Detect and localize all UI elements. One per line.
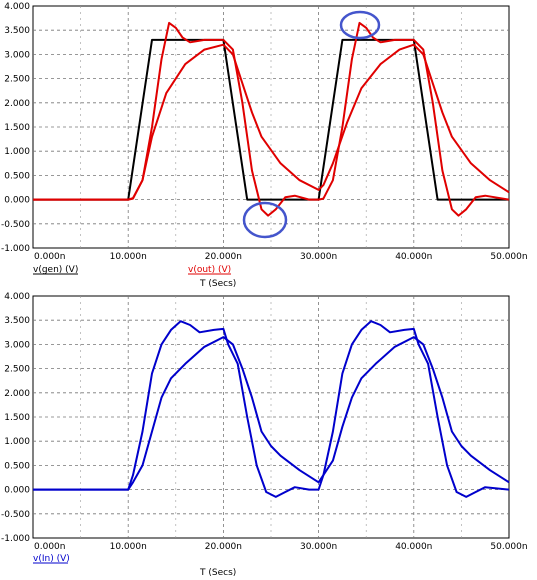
y-tick-label: 1.500: [4, 413, 30, 423]
y-tick-label: 2.500: [4, 365, 30, 375]
x-tick-label: 20.000n: [205, 252, 242, 262]
legend-vin: v(In) (V): [33, 554, 70, 564]
series-line-v-in-v--0: [33, 320, 510, 498]
x-tick-label: 10.000n: [110, 252, 147, 262]
x-axis-label: T (Secs): [199, 279, 236, 289]
series-group: [33, 21, 510, 217]
x-tick-label: 10.000n: [110, 542, 147, 552]
y-tick-label: -1.000: [1, 244, 30, 254]
y-tick-label: 1.000: [4, 437, 30, 447]
y-tick-label: 0.000: [4, 196, 30, 206]
y-axis-tick-labels: 4.000 3.500 3.000 2.500 2.000 1.500 1.000 0.500…: [1, 292, 30, 544]
y-tick-label: 4.000: [4, 2, 30, 12]
x-tick-label: 0.000n: [34, 542, 65, 552]
grid: [33, 6, 509, 248]
series-line-v-in-v--1: [33, 336, 510, 491]
y-tick-label: -0.500: [1, 220, 30, 230]
series-line-v-out-v--1: [33, 21, 510, 217]
x-tick-label: 50.000n: [490, 252, 527, 262]
y-tick-label: 4.000: [4, 292, 30, 302]
top-waveform-chart: 4.000 3.500 3.000 2.500 2.000 1.500 1.000 0.500…: [1, 2, 528, 289]
y-tick-label: 3.500: [4, 26, 30, 36]
y-tick-label: 0.500: [4, 171, 30, 181]
y-tick-label: 3.000: [4, 340, 30, 350]
legend-vout: v(out) (V): [188, 265, 231, 275]
y-tick-label: 2.500: [4, 75, 30, 85]
grid: [33, 296, 509, 538]
x-tick-label: 40.000n: [395, 252, 432, 262]
y-tick-label: 0.000: [4, 486, 30, 496]
x-tick-label: 30.000n: [300, 542, 337, 552]
x-axis-tick-labels: 0.000n 10.000n 20.000n 30.000n 40.000n 50.000…: [34, 252, 528, 262]
y-tick-label: 1.500: [4, 123, 30, 133]
x-axis-label: T (Secs): [199, 568, 236, 578]
undershoot-highlight-circle: [242, 201, 288, 239]
y-tick-label: 1.000: [4, 147, 30, 157]
x-tick-label: 30.000n: [300, 252, 337, 262]
y-tick-label: 0.500: [4, 461, 30, 471]
x-tick-label: 0.000n: [34, 252, 65, 262]
y-tick-label: -1.000: [1, 534, 30, 544]
series-line-v-out-v--2: [33, 43, 510, 201]
series-group: [33, 320, 510, 498]
y-axis-tick-labels: 4.000 3.500 3.000 2.500 2.000 1.500 1.000 0.500…: [1, 2, 30, 254]
overshoot-highlight-circle: [339, 10, 381, 40]
legend-vgen: v(gen) (V): [33, 265, 78, 275]
x-tick-label: 20.000n: [205, 542, 242, 552]
y-tick-label: 3.000: [4, 50, 30, 60]
y-tick-label: 2.000: [4, 389, 30, 399]
bottom-waveform-chart: 4.000 3.500 3.000 2.500 2.000 1.500 1.000 0.500…: [1, 292, 528, 578]
y-tick-label: 2.000: [4, 99, 30, 109]
y-tick-label: -0.500: [1, 510, 30, 520]
x-tick-label: 50.000n: [490, 542, 527, 552]
annotation-circles: [242, 10, 381, 239]
y-tick-label: 3.500: [4, 316, 30, 326]
x-axis-tick-labels: 0.000n 10.000n 20.000n 30.000n 40.000n 50.000…: [34, 542, 528, 552]
x-tick-label: 40.000n: [395, 542, 432, 552]
